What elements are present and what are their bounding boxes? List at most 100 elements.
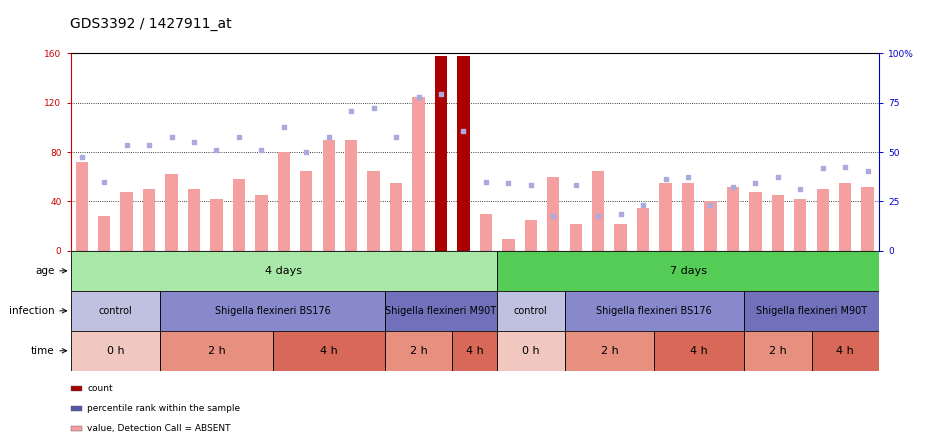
Bar [570,224,582,251]
Text: time: time [31,346,55,356]
Point [726,183,741,190]
Text: 4 h: 4 h [466,346,483,356]
Point [501,179,516,186]
Point [590,213,605,220]
Bar [452,331,497,371]
Bar [70,251,497,291]
Text: 4 h: 4 h [837,346,854,356]
Text: Shigella flexineri M90T: Shigella flexineri M90T [385,306,496,316]
Bar [413,96,425,251]
Point [433,91,448,98]
Bar [727,186,739,251]
Text: control: control [514,306,548,316]
Text: Shigella flexineri BS176: Shigella flexineri BS176 [597,306,713,316]
Bar [322,140,335,251]
Point [209,146,224,153]
Point [388,134,403,141]
Bar [744,331,811,371]
Point [478,178,494,185]
Bar [772,195,784,251]
Point [321,134,337,141]
Bar [811,331,879,371]
Bar [70,331,161,371]
Bar [390,183,402,251]
Bar [368,170,380,251]
Point [792,186,807,193]
Bar [435,56,447,251]
Bar [682,183,695,251]
Bar [861,186,874,251]
Bar [233,179,245,251]
Bar [817,189,829,251]
Text: control: control [99,306,133,316]
Bar [457,56,470,251]
Text: 2 h: 2 h [769,346,787,356]
Bar [384,331,452,371]
Point [186,139,201,146]
Bar [300,170,312,251]
Bar [70,291,161,331]
Point [142,141,157,148]
Bar [188,189,200,251]
Bar [75,162,88,251]
Bar [637,208,650,251]
Bar [615,224,627,251]
Text: Shigella flexineri M90T: Shigella flexineri M90T [756,306,867,316]
Bar [345,140,357,251]
Bar [744,291,879,331]
Text: 0 h: 0 h [106,346,124,356]
Bar [654,331,744,371]
Point [658,176,673,183]
Bar [502,238,514,251]
Text: infection: infection [9,306,55,316]
Text: age: age [36,266,55,276]
Bar [839,183,852,251]
Point [613,210,628,218]
Text: 4 h: 4 h [690,346,708,356]
Point [568,182,583,189]
Bar [161,291,384,331]
Text: count: count [87,384,113,393]
Bar [704,202,716,251]
Point [299,149,314,156]
Bar [165,174,178,251]
Text: percentile rank within the sample: percentile rank within the sample [87,404,241,413]
Point [703,202,718,209]
Text: 2 h: 2 h [410,346,428,356]
Point [456,127,471,135]
Point [771,173,786,180]
Bar [794,199,807,251]
Point [748,179,763,186]
Bar [143,189,155,251]
Bar [592,170,604,251]
Point [97,178,112,185]
Point [524,182,539,189]
Point [411,93,426,100]
Bar [497,291,565,331]
Point [164,134,180,141]
Point [231,134,246,141]
Point [344,108,359,115]
Text: 2 h: 2 h [208,346,226,356]
Bar [497,251,879,291]
Point [815,165,830,172]
Bar [749,192,761,251]
Text: 4 h: 4 h [320,346,337,356]
Point [276,124,291,131]
Point [681,173,696,180]
Point [119,141,134,148]
Bar [525,220,537,251]
Bar [659,183,672,251]
Bar [211,199,223,251]
Bar [479,214,493,251]
Text: GDS3392 / 1427911_at: GDS3392 / 1427911_at [70,17,232,31]
Bar [273,331,384,371]
Bar [255,195,268,251]
Point [838,163,853,170]
Bar [547,177,559,251]
Bar [565,291,744,331]
Bar [565,331,654,371]
Point [74,154,89,161]
Text: 7 days: 7 days [669,266,707,276]
Point [366,104,382,111]
